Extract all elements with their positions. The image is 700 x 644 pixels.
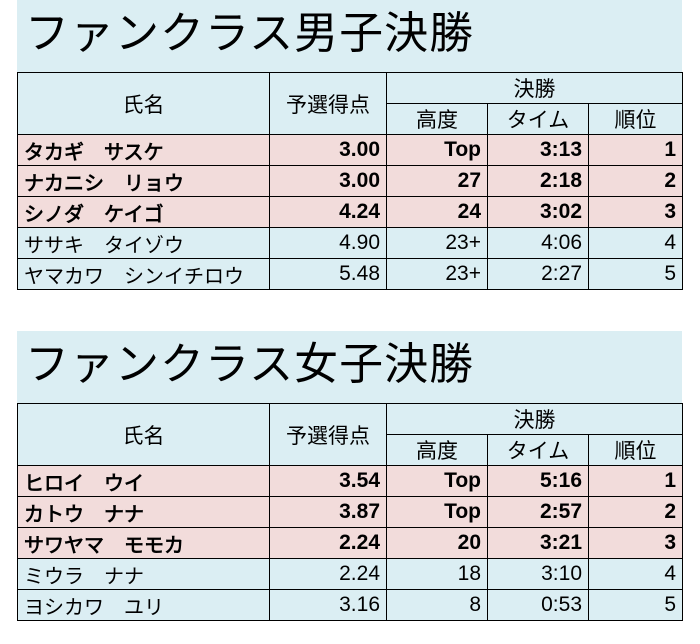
rank-value: 5: [587, 589, 684, 621]
table-row: ミウラ ナナ 2.24 18 3:10 4: [17, 558, 684, 590]
height-value: Top: [386, 465, 488, 497]
table-row: ヒロイ ウイ 3.54 Top 5:16 1: [17, 465, 684, 497]
height-value: 24: [386, 196, 488, 228]
table-row: サワヤマ モモカ 2.24 20 3:21 3: [17, 527, 684, 559]
table-row: ヤマカワ シンイチロウ 5.48 23+ 2:27 5: [17, 258, 684, 290]
prelim-score: 3.00: [269, 134, 387, 166]
rank-value: 4: [587, 227, 684, 259]
rank-value: 1: [587, 465, 684, 497]
height-value: 20: [386, 527, 488, 559]
header-prelim-score: 予選得点: [269, 72, 387, 135]
header-height: 高度: [386, 103, 488, 135]
time-value: 0:53: [487, 589, 589, 621]
header-time: タイム: [487, 434, 589, 466]
athlete-name: サワヤマ モモカ: [17, 527, 270, 559]
men-final-section: ファンクラス男子決勝 氏名 予選得点 決勝 高度 タイム 順位 タカギ サスケ …: [17, 0, 684, 290]
athlete-name: カトウ ナナ: [17, 496, 270, 528]
time-value: 2:18: [487, 165, 589, 197]
athlete-name: ミウラ ナナ: [17, 558, 270, 590]
women-title-band: ファンクラス女子決勝: [17, 331, 682, 403]
athlete-name: ナカニシ リョウ: [17, 165, 270, 197]
table-row: ナカニシ リョウ 3.00 27 2:18 2: [17, 165, 684, 197]
athlete-name: シノダ ケイゴ: [17, 196, 270, 228]
men-results-table: 氏名 予選得点 決勝 高度 タイム 順位 タカギ サスケ 3.00 Top 3:…: [17, 72, 684, 290]
women-final-section: ファンクラス女子決勝 氏名 予選得点 決勝 高度 タイム 順位 ヒロイ ウイ 3…: [17, 331, 684, 621]
table-row: カトウ ナナ 3.87 Top 2:57 2: [17, 496, 684, 528]
rank-value: 2: [587, 165, 684, 197]
prelim-score: 3.54: [269, 465, 387, 497]
athlete-name: ヤマカワ シンイチロウ: [17, 258, 270, 290]
men-final-title: ファンクラス男子決勝: [25, 8, 475, 59]
height-value: Top: [386, 134, 488, 166]
athlete-name: ヒロイ ウイ: [17, 465, 270, 497]
table-row: ササキ タイゾウ 4.90 23+ 4:06 4: [17, 227, 684, 259]
header-time: タイム: [487, 103, 589, 135]
header-rank: 順位: [587, 434, 684, 466]
prelim-score: 3.87: [269, 496, 387, 528]
table-row: タカギ サスケ 3.00 Top 3:13 1: [17, 134, 684, 166]
rank-value: 5: [587, 258, 684, 290]
rank-value: 3: [587, 527, 684, 559]
height-value: 27: [386, 165, 488, 197]
prelim-score: 4.90: [269, 227, 387, 259]
prelim-score: 3.00: [269, 165, 387, 197]
header-name: 氏名: [17, 403, 270, 466]
prelim-score: 3.16: [269, 589, 387, 621]
time-value: 3:13: [487, 134, 589, 166]
header-height: 高度: [386, 434, 488, 466]
athlete-name: タカギ サスケ: [17, 134, 270, 166]
rank-value: 1: [587, 134, 684, 166]
rank-value: 2: [587, 496, 684, 528]
women-final-title: ファンクラス女子決勝: [25, 339, 475, 390]
time-value: 3:02: [487, 196, 589, 228]
time-value: 3:10: [487, 558, 589, 590]
men-title-band: ファンクラス男子決勝: [17, 0, 682, 72]
header-final: 決勝: [385, 72, 684, 104]
height-value: Top: [386, 496, 488, 528]
header-name: 氏名: [17, 72, 270, 135]
athlete-name: ヨシカワ ユリ: [17, 589, 270, 621]
table-row: シノダ ケイゴ 4.24 24 3:02 3: [17, 196, 684, 228]
header-prelim-score: 予選得点: [269, 403, 387, 466]
table-row: ヨシカワ ユリ 3.16 8 0:53 5: [17, 589, 684, 621]
time-value: 2:27: [487, 258, 589, 290]
athlete-name: ササキ タイゾウ: [17, 227, 270, 259]
time-value: 2:57: [487, 496, 589, 528]
prelim-score: 2.24: [269, 527, 387, 559]
height-value: 23+: [386, 227, 488, 259]
time-value: 4:06: [487, 227, 589, 259]
time-value: 5:16: [487, 465, 589, 497]
height-value: 18: [386, 558, 488, 590]
women-results-table: 氏名 予選得点 決勝 高度 タイム 順位 ヒロイ ウイ 3.54 Top 5:1…: [17, 403, 684, 621]
prelim-score: 2.24: [269, 558, 387, 590]
prelim-score: 4.24: [269, 196, 387, 228]
rank-value: 4: [587, 558, 684, 590]
height-value: 23+: [386, 258, 488, 290]
prelim-score: 5.48: [269, 258, 387, 290]
time-value: 3:21: [487, 527, 589, 559]
height-value: 8: [386, 589, 488, 621]
rank-value: 3: [587, 196, 684, 228]
header-final: 決勝: [385, 403, 684, 435]
header-rank: 順位: [587, 103, 684, 135]
